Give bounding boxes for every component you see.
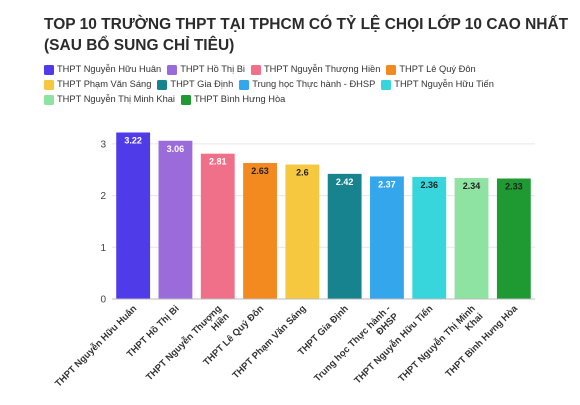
legend-swatch [381,79,392,90]
legend-swatch [181,94,191,105]
legend-item: THPT Nguyễn Hữu Huân [44,62,161,77]
legend-label: THPT Phạm Văn Sáng [57,79,152,89]
y-tick-label: 0 [100,295,106,306]
legend-label: THPT Gia Định [170,79,234,89]
legend-item: Trung học Thực hành - ĐHSP [239,77,375,92]
bar [327,173,362,299]
legend-swatch [44,94,54,105]
bar [158,140,193,299]
legend-item: THPT Hồ Thị Bi [167,62,245,77]
legend-swatch [251,64,261,75]
legend-label: THPT Hồ Thị Bi [180,64,245,74]
legend-item: THPT Nguyễn Hữu Tiến [381,77,494,92]
y-tick-label: 2 [100,191,106,202]
legend-label: THPT Lê Quý Đôn [399,64,476,74]
data-label: 3.22 [124,135,142,145]
data-label: 2.37 [378,179,396,189]
x-tick-label: THPT Phạm Văn Sáng [231,303,309,381]
legend-label: THPT Nguyễn Hữu Huân [57,64,162,74]
legend-swatch [386,64,397,75]
bar [454,177,489,299]
data-label: 3.06 [167,144,185,154]
bar [200,153,235,299]
bar [285,164,320,299]
legend-label: THPT Nguyễn Thị Minh Khai [57,94,175,104]
legend-item: THPT Nguyễn Thị Minh Khai [44,92,175,107]
legend-label: THPT Nguyễn Thượng Hiền [264,64,381,74]
legend-item: THPT Nguyễn Thượng Hiền [251,62,380,77]
x-tick-label: THPT Bình Hưng Hòa [444,303,521,380]
data-label: 2.63 [251,166,269,176]
legend-item: THPT Lê Quý Đôn [386,62,476,77]
legend-swatch [44,64,54,75]
data-label: 2.34 [463,181,481,191]
data-label: 2.36 [420,180,438,190]
bar [496,178,531,299]
data-label: 2.42 [336,177,354,187]
chart-legend: THPT Nguyễn Hữu Huân THPT Hồ Thị Bi THPT N… [44,62,574,107]
legend-swatch [44,79,54,90]
legend-label: THPT Nguyễn Hữu Tiến [394,79,494,89]
legend-swatch [167,64,178,75]
legend-item: THPT Bình Hưng Hòa [181,92,285,107]
y-tick-label: 1 [100,243,106,254]
chart-title: TOP 10 TRƯỜNG THPT TẠI TPHCM CÓ TỶ LỆ CH… [44,16,569,54]
legend-label: Trung học Thực hành - ĐHSP [252,79,376,89]
bar [243,162,277,299]
legend-item: THPT Phạm Văn Sáng [44,77,151,92]
legend-swatch [157,79,168,90]
data-label: 2.6 [296,168,309,178]
y-tick-label: 3 [100,139,106,150]
bar [370,176,404,299]
bar [116,132,151,299]
legend-item: THPT Gia Định [157,77,233,92]
legend-swatch [239,79,250,90]
bar [412,176,447,299]
x-tick-label: THPT Nguyễn Hữu Huân [53,303,139,389]
legend-label: THPT Bình Hưng Hòa [194,94,286,104]
data-label: 2.33 [505,182,523,192]
data-label: 2.81 [209,157,227,167]
